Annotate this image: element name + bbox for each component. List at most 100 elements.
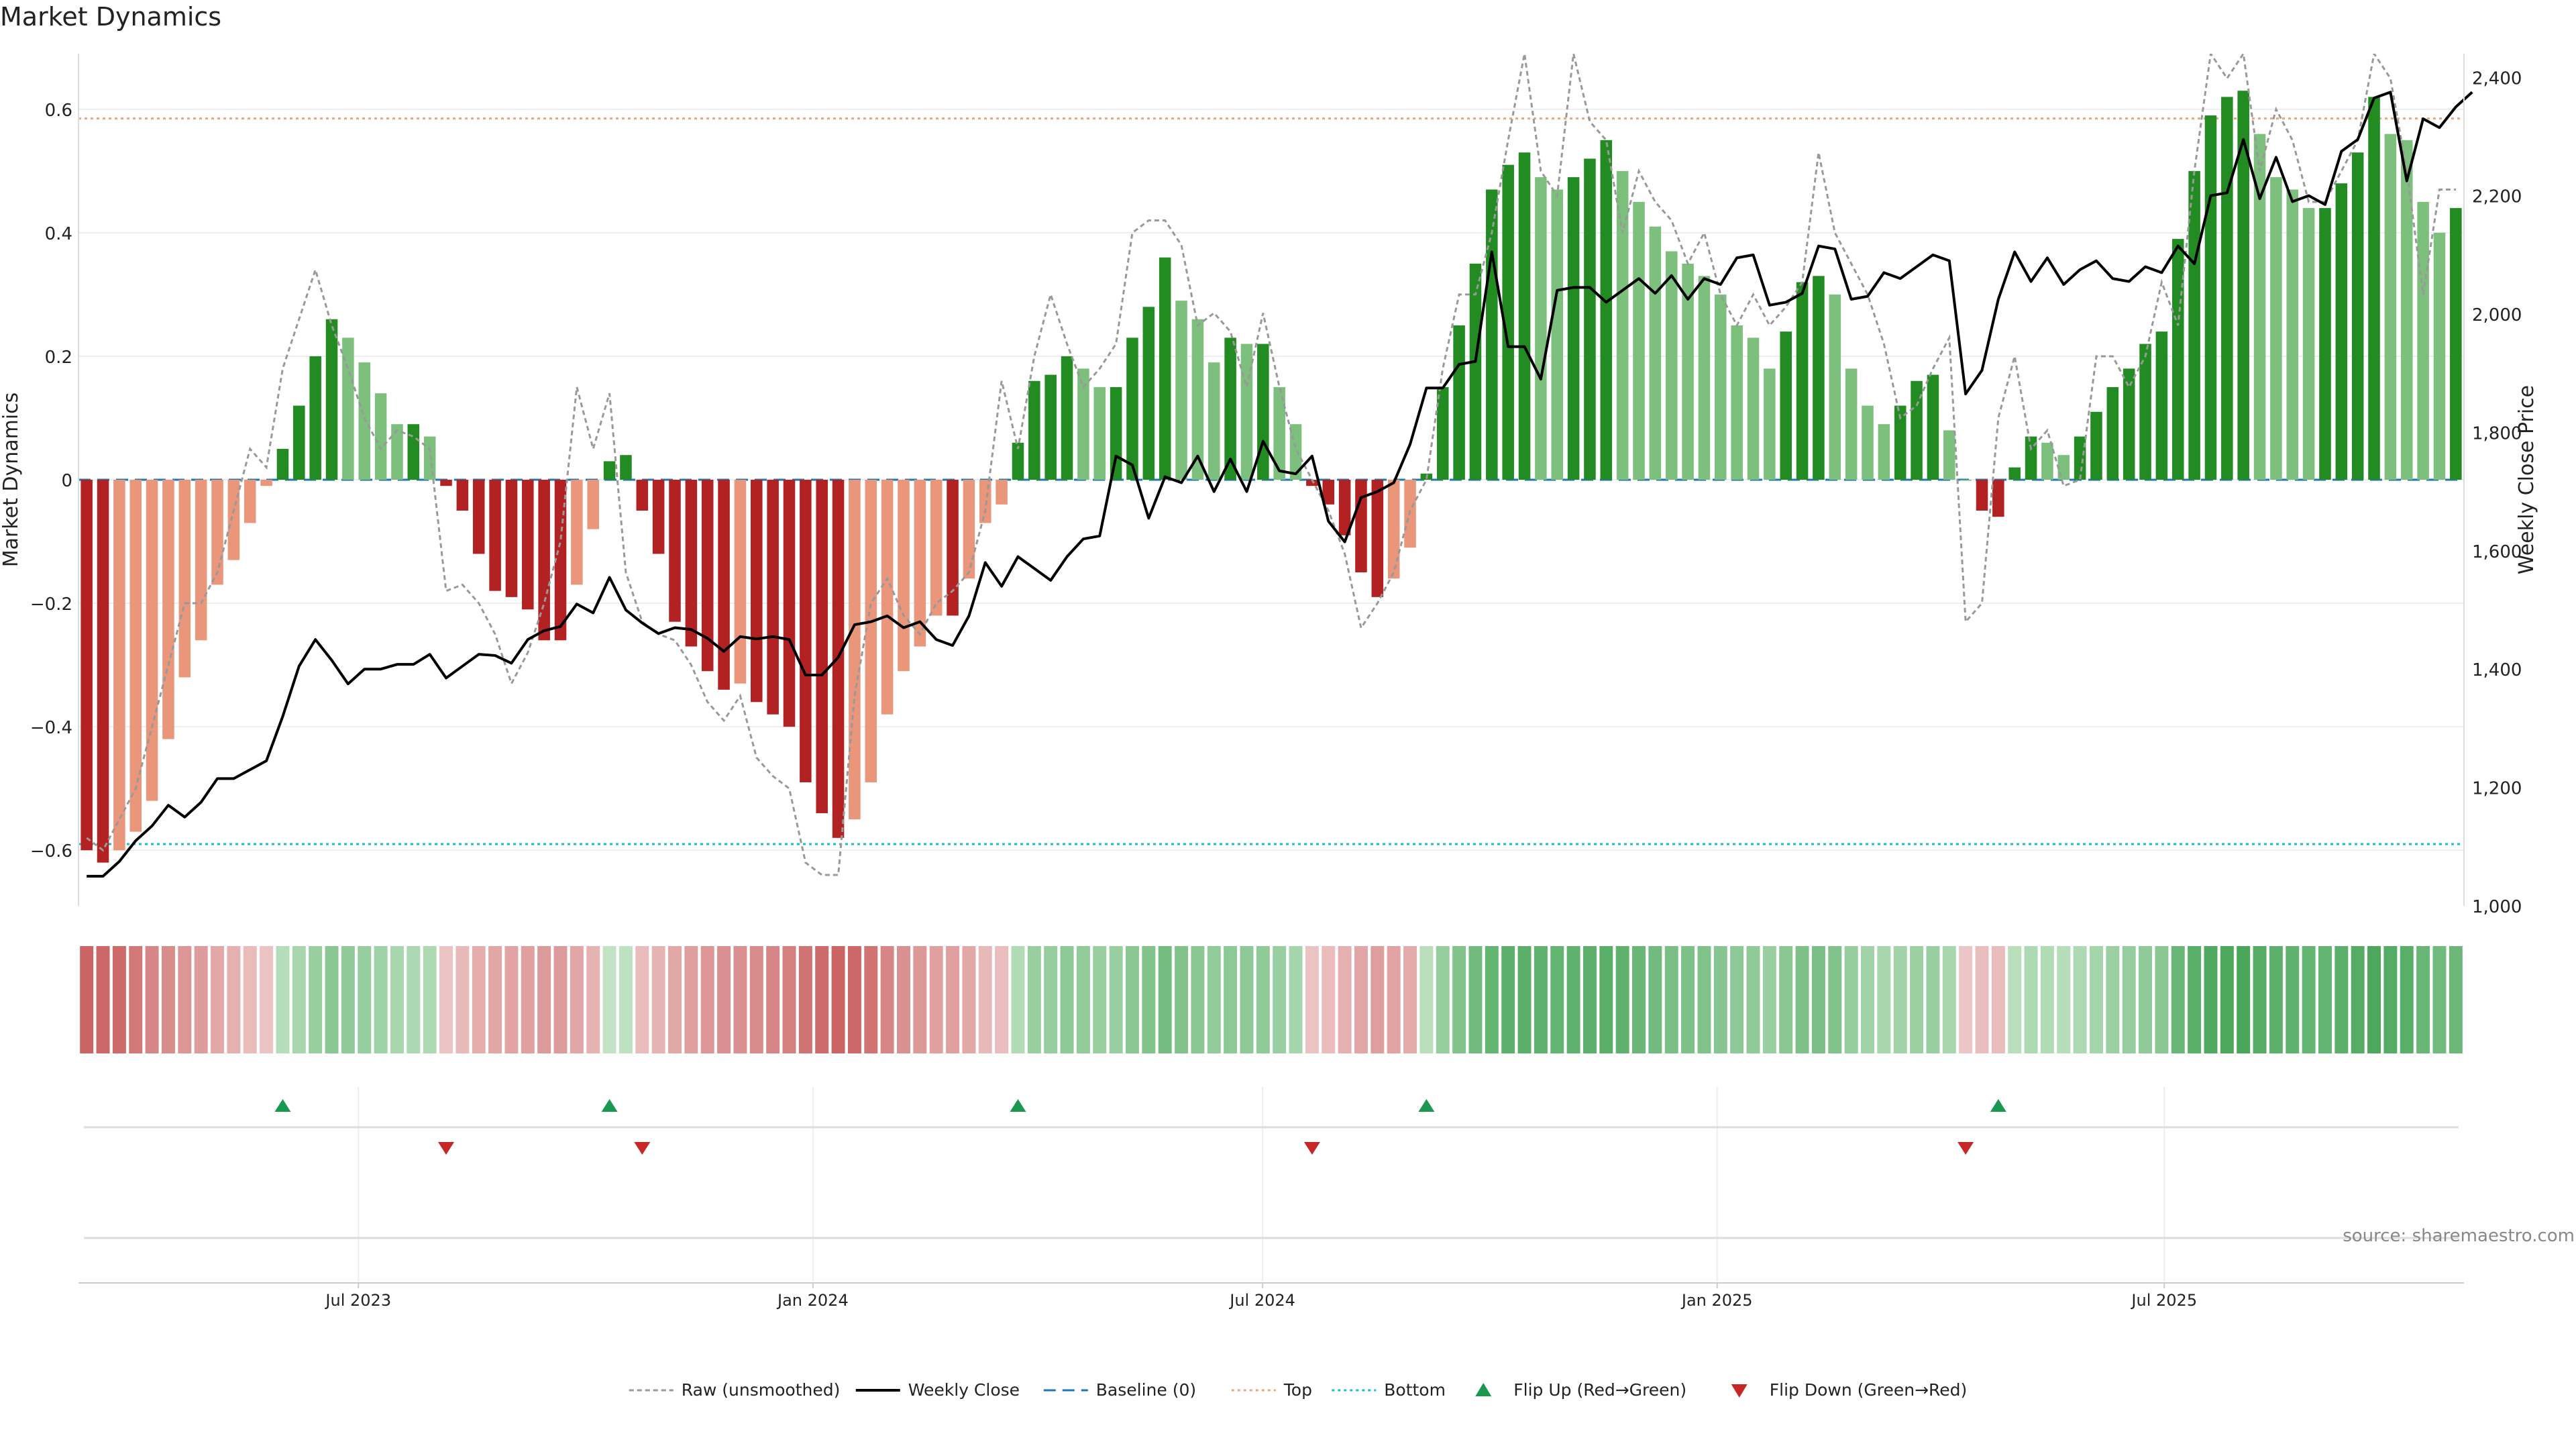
heat-cell: [292, 946, 306, 1053]
heat-cell: [733, 946, 747, 1053]
bar: [293, 405, 305, 480]
bar: [80, 480, 93, 851]
bar: [800, 480, 812, 782]
bar: [1698, 276, 1711, 480]
bar: [620, 455, 632, 480]
bar: [1927, 374, 1939, 480]
flip-up-marker: [274, 1099, 291, 1112]
bar: [2171, 239, 2184, 480]
heat-cell: [1926, 946, 1940, 1053]
bar: [374, 393, 387, 480]
heat-cell: [1959, 946, 1973, 1053]
legend-item-raw: Raw (unsmoothed): [629, 1380, 841, 1400]
heat-cell: [1566, 946, 1580, 1053]
heat-cell: [1224, 946, 1238, 1053]
heat-cell: [1207, 946, 1221, 1053]
y2-tick-label: 1,400: [2472, 660, 2522, 680]
bar: [1649, 226, 1662, 480]
heat-cell: [309, 946, 323, 1053]
bar: [603, 461, 616, 480]
bar: [1682, 263, 1694, 480]
bar: [2335, 183, 2348, 480]
bar: [195, 480, 207, 641]
bar: [1191, 319, 1204, 480]
heat-cell: [227, 946, 241, 1053]
heat-cell: [1991, 946, 2005, 1053]
flip-down-marker: [1303, 1142, 1320, 1155]
heat-cell: [1142, 946, 1156, 1053]
bar: [2025, 436, 2037, 480]
bar: [1061, 356, 1073, 480]
heat-cell: [178, 946, 192, 1053]
heat-cell: [407, 946, 421, 1053]
bar: [2008, 467, 2021, 480]
heat-cell: [766, 946, 780, 1053]
bar: [1780, 331, 1792, 480]
y-axis-label: Market Dynamics: [0, 393, 23, 568]
bar: [2090, 411, 2102, 480]
heat-cell: [2057, 946, 2071, 1053]
bar: [2351, 152, 2364, 480]
bar: [881, 480, 894, 715]
heat-cell: [668, 946, 682, 1053]
bar: [2237, 91, 2249, 480]
bar: [1551, 189, 1564, 480]
bar: [1322, 480, 1335, 505]
bar: [571, 480, 583, 585]
bar: [1894, 405, 1907, 480]
heat-cell: [1877, 946, 1891, 1053]
heat-cell: [1746, 946, 1760, 1053]
bar: [1093, 386, 1106, 480]
bar: [505, 480, 518, 597]
heat-cell: [374, 946, 388, 1053]
heat-cell: [2334, 946, 2349, 1053]
heat-cell: [1501, 946, 1515, 1053]
bar: [701, 480, 714, 672]
bar: [1338, 480, 1351, 535]
flip-markers-panel: [78, 1099, 2464, 1284]
heat-cell: [651, 946, 665, 1053]
bar: [276, 448, 289, 480]
bar: [2057, 455, 2070, 480]
heat-cell: [1664, 946, 1678, 1053]
bar: [652, 480, 665, 554]
bar: [260, 480, 272, 486]
heat-cell: [504, 946, 519, 1053]
bar: [2286, 189, 2299, 480]
heat-cell: [1158, 946, 1172, 1053]
heat-cell: [2171, 946, 2185, 1053]
heat-cell: [1289, 946, 1303, 1053]
bar: [2450, 208, 2462, 480]
legend-label: Raw (unsmoothed): [682, 1380, 841, 1400]
bar: [440, 480, 452, 486]
bar: [489, 480, 501, 591]
heat-cell: [2073, 946, 2087, 1053]
flip-down-marker: [438, 1142, 455, 1155]
y2-tick-label: 1,800: [2472, 423, 2522, 444]
heat-cell: [1076, 946, 1090, 1053]
bar: [1747, 338, 1760, 480]
bar: [1616, 170, 1629, 480]
bar: [211, 480, 223, 585]
heat-cell: [815, 946, 829, 1053]
bar: [783, 480, 796, 727]
heat-cell: [619, 946, 633, 1053]
heat-cell: [1550, 946, 1564, 1053]
heat-cell: [1338, 946, 1352, 1053]
heat-cell: [276, 946, 290, 1053]
heat-cell: [1795, 946, 1809, 1053]
bar: [1387, 480, 1400, 579]
heat-cell: [194, 946, 208, 1053]
heat-cell: [798, 946, 812, 1053]
legend-flip-up-swatch: [1475, 1383, 1492, 1396]
bar: [1535, 177, 1547, 480]
bar: [865, 480, 877, 782]
y-tick-label: 0.4: [45, 224, 72, 244]
heat-cell: [2220, 946, 2234, 1053]
heat-cell: [1191, 946, 1205, 1053]
heat-cell: [1371, 946, 1385, 1053]
bar: [309, 356, 321, 480]
bar: [898, 480, 910, 672]
y2-tick-label: 2,200: [2472, 187, 2522, 207]
heat-cell: [831, 946, 845, 1053]
